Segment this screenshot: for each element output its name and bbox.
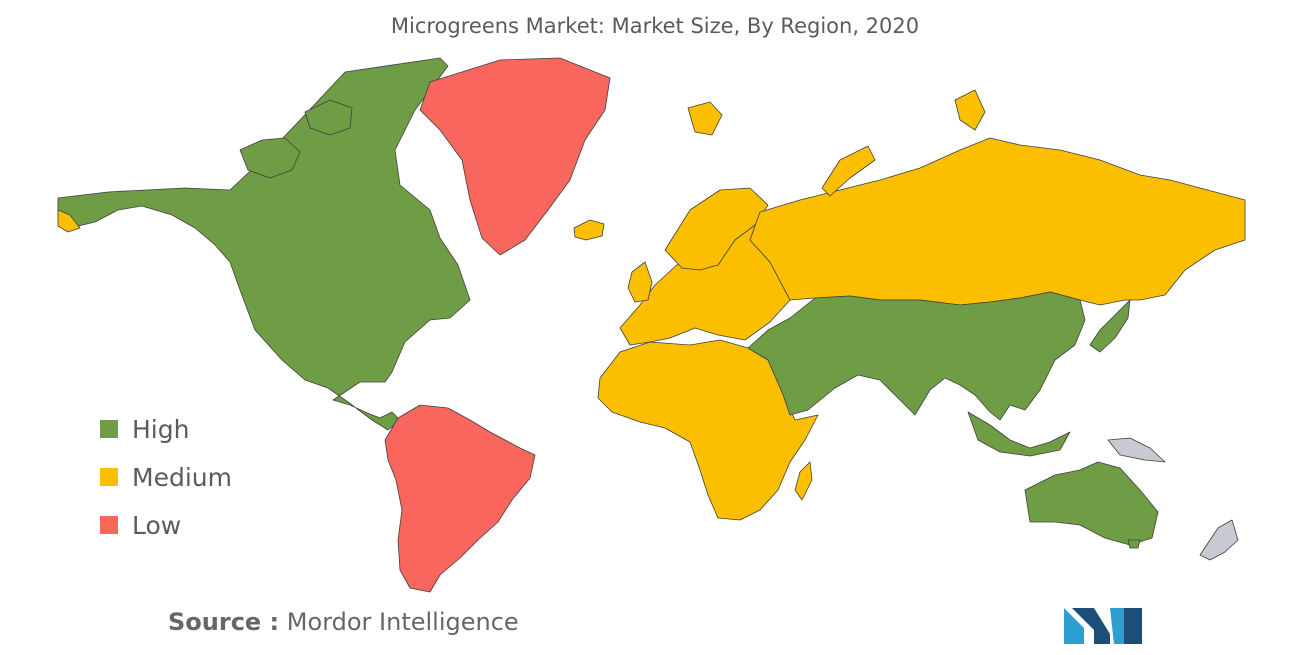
region-arctic-islands: [239, 137, 301, 179]
region-arctic-russia: [954, 89, 986, 131]
region-tasmania: [1127, 539, 1141, 549]
region-novaya-zemlya: [821, 145, 876, 197]
region-asia: [747, 291, 1086, 421]
legend-item-high: High: [100, 405, 232, 453]
region-russia: [749, 137, 1246, 306]
legend-swatch-medium: [100, 468, 118, 486]
legend-label-low: Low: [132, 510, 182, 540]
region-arctic-islands-2: [304, 99, 353, 136]
legend-swatch-low: [100, 516, 118, 534]
logo-left-shape: [1064, 608, 1084, 644]
region-japan: [1089, 299, 1131, 353]
region-greenland: [419, 57, 611, 256]
region-africa: [597, 339, 819, 521]
legend-label-medium: Medium: [132, 462, 232, 492]
region-svalbard: [687, 101, 723, 136]
region-madagascar: [794, 461, 813, 501]
logo-right-shape: [1110, 608, 1124, 644]
region-australia: [1024, 461, 1159, 546]
region-north-america: [57, 57, 471, 431]
region-british-isles: [627, 261, 653, 303]
logo-mid-shape: [1072, 608, 1110, 644]
region-new-zealand: [1199, 519, 1239, 561]
source-credit: Source : Mordor Intelligence: [168, 608, 519, 636]
legend-item-low: Low: [100, 501, 232, 549]
source-value: Mordor Intelligence: [286, 608, 519, 636]
mordor-intelligence-logo: [1064, 608, 1142, 644]
legend-label-high: High: [132, 414, 190, 444]
source-label: Source :: [168, 608, 280, 636]
chart-title: Microgreens Market: Market Size, By Regi…: [390, 14, 920, 38]
region-alaska-tip: [57, 209, 81, 233]
legend: High Medium Low: [100, 405, 232, 549]
region-south-america: [384, 404, 536, 593]
region-indonesia: [967, 411, 1071, 457]
legend-item-medium: Medium: [100, 453, 232, 501]
region-new-guinea: [1107, 437, 1166, 463]
region-iceland: [573, 219, 605, 241]
legend-swatch-high: [100, 420, 118, 438]
logo-far-shape: [1124, 608, 1142, 644]
